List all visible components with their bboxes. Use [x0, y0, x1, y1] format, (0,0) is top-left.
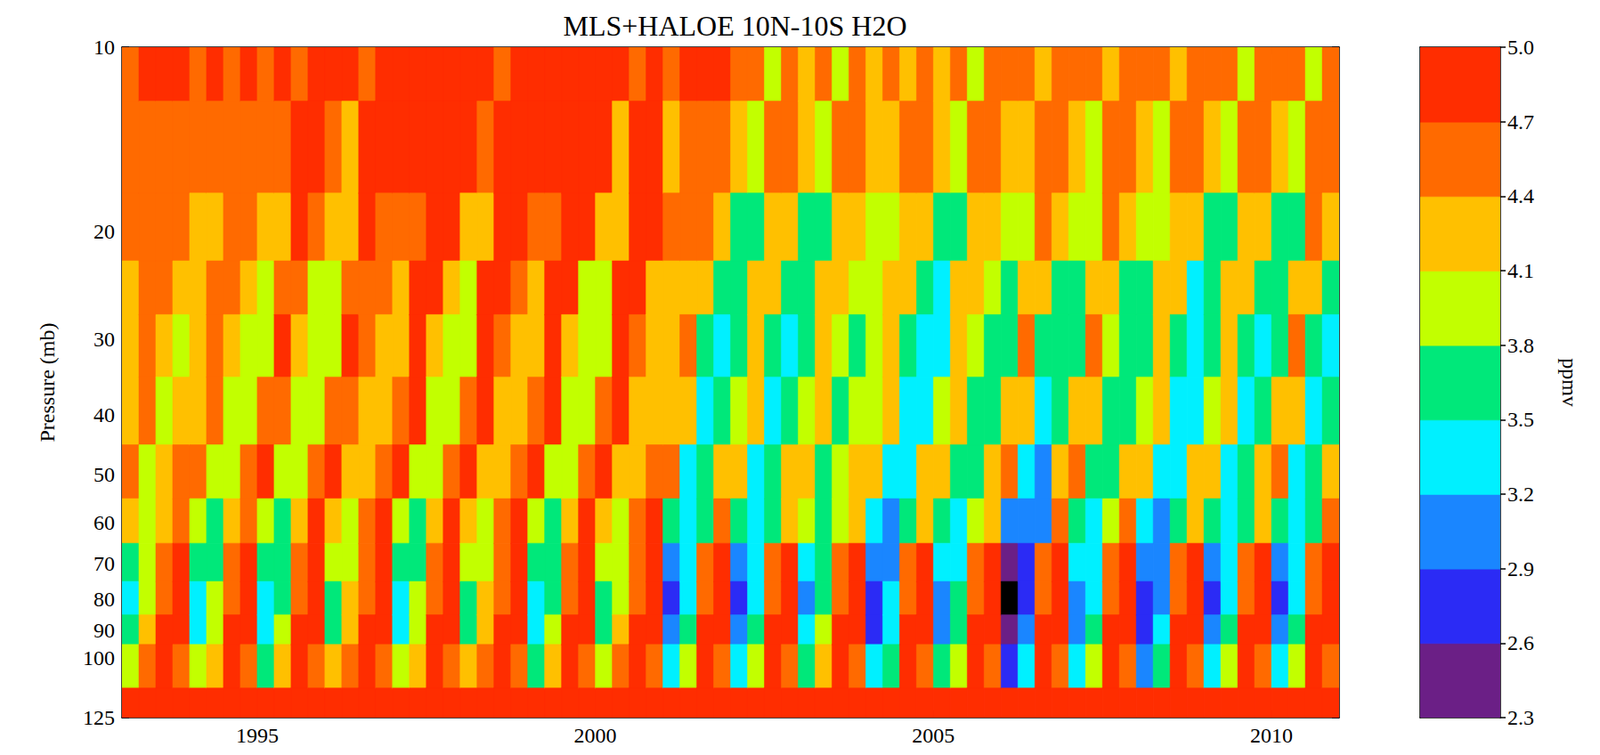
svg-text:Pressure (mb): Pressure (mb): [35, 323, 59, 443]
svg-text:3.8: 3.8: [1507, 333, 1535, 358]
svg-text:3.5: 3.5: [1507, 407, 1535, 431]
svg-text:ppmv: ppmv: [1558, 357, 1582, 407]
svg-text:125: 125: [82, 706, 115, 730]
svg-text:2010: 2010: [1250, 723, 1293, 748]
svg-text:80: 80: [93, 587, 115, 611]
svg-text:30: 30: [93, 327, 115, 351]
svg-text:3.2: 3.2: [1507, 482, 1535, 506]
svg-text:50: 50: [93, 462, 115, 487]
svg-text:20: 20: [93, 219, 115, 244]
svg-text:2.9: 2.9: [1507, 557, 1535, 581]
svg-text:1995: 1995: [235, 723, 279, 748]
svg-text:90: 90: [93, 618, 115, 642]
svg-text:5.0: 5.0: [1507, 35, 1535, 59]
svg-text:2005: 2005: [911, 723, 955, 748]
svg-text:60: 60: [93, 511, 115, 535]
svg-text:40: 40: [93, 403, 115, 427]
svg-text:10: 10: [93, 35, 115, 59]
svg-text:2.6: 2.6: [1507, 631, 1535, 655]
svg-text:MLS+HALOE 10N-10S H2O: MLS+HALOE 10N-10S H2O: [562, 9, 907, 42]
svg-text:2000: 2000: [574, 723, 618, 748]
svg-text:4.4: 4.4: [1507, 184, 1535, 208]
svg-text:4.7: 4.7: [1507, 110, 1535, 134]
svg-text:4.1: 4.1: [1507, 259, 1535, 283]
svg-text:2.3: 2.3: [1507, 706, 1535, 730]
svg-text:70: 70: [93, 552, 115, 576]
svg-text:100: 100: [82, 646, 115, 670]
